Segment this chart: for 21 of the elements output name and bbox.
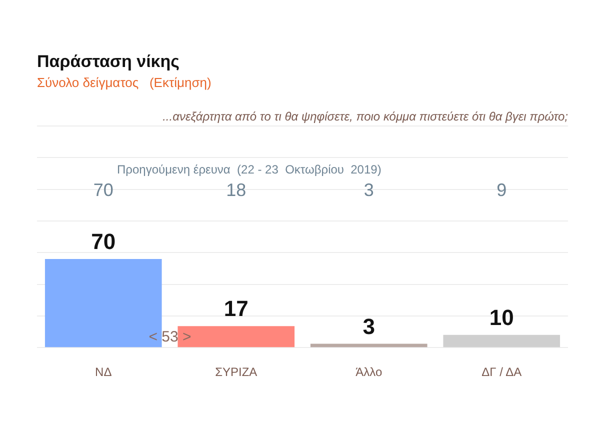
annotation: 70 [93, 180, 114, 200]
annotation: 9 [496, 180, 507, 200]
text: ...ανεξάρτητα από το τι θα ψηφίσετε, ποιο κόμμα πιστεύετε ότι θα βγει πρώτο; [162, 109, 568, 124]
chart-subtitle: Σύνολο δείγματος (Εκτίμηση) [37, 75, 212, 90]
bar [443, 334, 560, 348]
x-tick-label: Άλλο [356, 365, 382, 380]
annotation: < 53 > [148, 328, 192, 346]
annotation: Προηγούμενη έρευνα (22 - 23 Οκτωβρίου 2019) [117, 162, 382, 176]
bar [310, 344, 428, 348]
annotation: 3 [364, 180, 374, 200]
chart-title: Παράσταση νίκης [37, 52, 180, 72]
bar [44, 258, 162, 348]
x-tick-label: ΣΥΡΙΖΑ [215, 365, 258, 380]
annotation: 18 [226, 180, 246, 200]
data-label: 10 [489, 305, 514, 330]
bar [178, 326, 295, 348]
data-label: 3 [362, 314, 375, 339]
x-tick-label: ΔΓ / ΔΑ [482, 365, 522, 380]
x-tick-label: ΝΔ [95, 365, 112, 380]
data-label: 70 [91, 229, 116, 254]
data-label: 17 [224, 296, 248, 322]
